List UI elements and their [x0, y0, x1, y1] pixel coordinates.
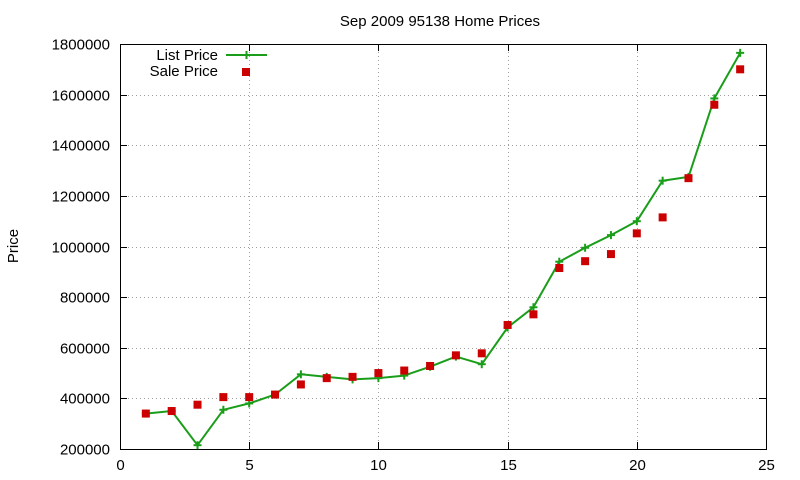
- x-tick-label: 25: [758, 457, 775, 474]
- y-tick-label: 1200000: [52, 189, 110, 206]
- data-point-list-price: [296, 370, 305, 379]
- x-tick-label: 20: [629, 457, 646, 474]
- data-point-sale-price: [245, 393, 254, 402]
- x-tick-label: 5: [245, 457, 253, 474]
- data-point-list-price: [658, 176, 667, 185]
- data-point-sale-price: [658, 213, 667, 222]
- data-point-sale-price: [400, 366, 409, 375]
- legend-swatch-list-price: [226, 51, 267, 59]
- data-point-sale-price: [141, 409, 150, 418]
- series-layer: [141, 48, 745, 450]
- y-tick-label: 600000: [60, 341, 110, 358]
- data-point-list-price: [632, 217, 641, 226]
- y-tick-label: 1000000: [52, 240, 110, 257]
- y-tick-label: 1400000: [52, 138, 110, 155]
- data-point-sale-price: [736, 65, 745, 74]
- data-point-list-price: [529, 303, 538, 312]
- x-tick-label: 15: [500, 457, 517, 474]
- data-point-sale-price: [348, 372, 357, 381]
- plot-frame: [120, 44, 767, 450]
- data-point-list-price: [736, 48, 745, 57]
- y-tick-label: 200000: [60, 442, 110, 459]
- grid: [120, 44, 766, 449]
- data-point-sale-price: [529, 310, 538, 319]
- y-tick-label: 400000: [60, 391, 110, 408]
- data-point-sale-price: [503, 320, 512, 329]
- data-point-list-price: [606, 231, 615, 240]
- y-tick-label: 1600000: [52, 88, 110, 105]
- data-point-sale-price: [219, 393, 228, 402]
- data-point-sale-price: [271, 390, 280, 399]
- data-point-sale-price: [477, 349, 486, 358]
- x-tick-label: 0: [116, 457, 124, 474]
- legend-marker-sale-price: [242, 68, 250, 76]
- legend-label-sale-price: Sale Price: [150, 63, 218, 80]
- series-line-list-price: [145, 52, 742, 447]
- data-point-sale-price: [581, 257, 590, 266]
- data-point-sale-price: [193, 400, 202, 409]
- data-point-sale-price: [606, 250, 615, 259]
- data-point-sale-price: [555, 264, 564, 273]
- data-point-list-price: [193, 441, 202, 450]
- y-tick-label: 800000: [60, 290, 110, 307]
- y-tick-label: 1800000: [52, 37, 110, 54]
- data-point-sale-price: [451, 351, 460, 360]
- data-point-sale-price: [710, 100, 719, 109]
- y-axis-label: Price: [5, 229, 22, 263]
- data-point-list-price: [581, 243, 590, 252]
- data-point-sale-price: [296, 380, 305, 389]
- legend-marker-list-price: [242, 51, 251, 59]
- data-point-sale-price: [167, 407, 176, 416]
- legend-swatch-sale-price: [242, 68, 250, 76]
- data-point-list-price: [219, 405, 228, 414]
- legend-label-list-price: List Price: [156, 47, 218, 64]
- axes: 0 5 10 15 20 25 200000 400000 600000 800000 100000…: [52, 37, 775, 475]
- data-point-sale-price: [426, 361, 435, 370]
- data-point-sale-price: [684, 174, 693, 183]
- data-point-sale-price: [322, 374, 331, 383]
- data-point-sale-price: [374, 369, 383, 378]
- x-tick-label: 10: [370, 457, 387, 474]
- data-point-list-price: [477, 360, 486, 369]
- legend: List Price Sale Price: [150, 47, 267, 80]
- chart-title: Sep 2009 95138 Home Prices: [340, 13, 540, 30]
- data-point-sale-price: [632, 229, 641, 238]
